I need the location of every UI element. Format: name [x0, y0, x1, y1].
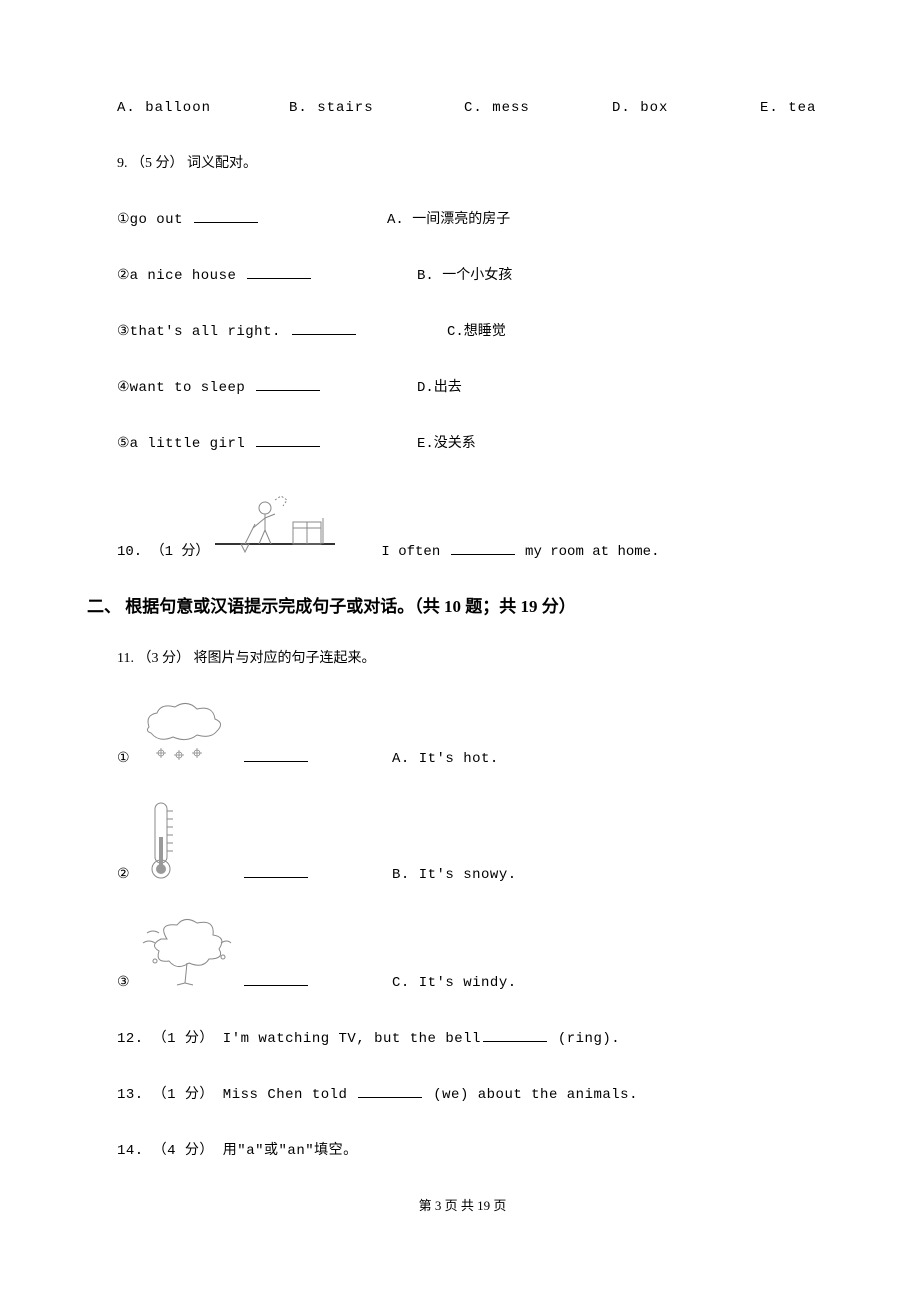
q11-right-1: A. It's hot. [392, 751, 499, 767]
q9-left-5: ⑤a little girl [117, 432, 417, 452]
q13-line: 13. （1 分） Miss Chen told (we) about the … [117, 1083, 840, 1103]
q9-left-text-1: go out [130, 212, 192, 228]
q9-right-1: A. 一间漂亮的房子 [387, 208, 510, 228]
q9-item-4: ④want to sleep D.出去 [117, 376, 840, 396]
q10-row: 10. （1 分） [117, 488, 840, 560]
q12-blank[interactable] [483, 1027, 547, 1042]
option-c: C. mess [464, 100, 612, 116]
option-e: E. tea [760, 100, 816, 116]
q9-num-3: ③ [117, 324, 130, 339]
q11-row-2: ② B. It's snowy. [117, 797, 840, 883]
q12-suffix: (ring). [549, 1031, 620, 1047]
q9-header: 9. （5 分） 词义配对。 [117, 152, 840, 172]
q11-blank-1[interactable] [244, 747, 308, 762]
q11-right-3: C. It's windy. [392, 975, 517, 991]
q10-blank[interactable] [451, 540, 515, 555]
q11-num-1: ① [117, 750, 137, 767]
q9-left-text-3: that's all right. [130, 324, 290, 340]
q11-row-3: ③ C. It's windy. [117, 913, 840, 991]
q9-blank-5[interactable] [256, 432, 320, 447]
option-a: A. balloon [117, 100, 289, 116]
q11-blank-3[interactable] [244, 971, 308, 986]
q9-left-1: ①go out [117, 208, 387, 228]
q9-right-3: C.想睡觉 [447, 320, 506, 340]
q13-blank[interactable] [358, 1083, 422, 1098]
option-b: B. stairs [289, 100, 464, 116]
q9-item-1: ①go out A. 一间漂亮的房子 [117, 208, 840, 228]
q10-sentence-before: I often [381, 544, 440, 560]
q9-left-3: ③that's all right. [117, 320, 447, 340]
page-footer: 第 3 页 共 19 页 [85, 1195, 840, 1214]
q9-num-4: ④ [117, 380, 130, 395]
q9-item-5: ⑤a little girl E.没关系 [117, 432, 840, 452]
q9-left-2: ②a nice house [117, 264, 417, 284]
q9-left-text-2: a nice house [130, 268, 246, 284]
q9-blank-3[interactable] [292, 320, 356, 335]
q9-item-3: ③that's all right. C.想睡觉 [117, 320, 840, 340]
q9-left-text-4: want to sleep [130, 380, 255, 396]
q9-left-4: ④want to sleep [117, 376, 417, 396]
q9-right-5: E.没关系 [417, 432, 476, 452]
q9-item-2: ②a nice house B. 一个小女孩 [117, 264, 840, 284]
q9-right-2: B. 一个小女孩 [417, 264, 512, 284]
q11-header: 11. （3 分） 将图片与对应的句子连起来。 [117, 647, 840, 667]
q9-left-text-5: a little girl [130, 436, 255, 452]
q12-prefix: 12. （1 分） I'm watching TV, but the bell [117, 1031, 481, 1047]
q13-prefix: 13. （1 分） Miss Chen told [117, 1087, 356, 1103]
q11-num-3: ③ [117, 974, 137, 991]
q11-row-1: ① A. It's hot. [117, 697, 840, 767]
q9-blank-1[interactable] [194, 208, 258, 223]
q11-blank-2[interactable] [244, 863, 308, 878]
q9-num-1: ① [117, 212, 130, 227]
q9-num-2: ② [117, 268, 130, 283]
q13-suffix: (we) about the animals. [424, 1087, 638, 1103]
q10-sentence-after: my room at home. [525, 544, 659, 560]
snowy-cloud-icon [137, 697, 242, 767]
q9-blank-2[interactable] [247, 264, 311, 279]
option-d: D. box [612, 100, 760, 116]
q9-blank-4[interactable] [256, 376, 320, 391]
q9-right-4: D.出去 [417, 376, 462, 396]
q14-line: 14. （4 分） 用"a"或"an"填空。 [117, 1139, 840, 1159]
q10-prefix: 10. （1 分） [117, 540, 209, 560]
q11-num-2: ② [117, 866, 137, 883]
q12-line: 12. （1 分） I'm watching TV, but the bell … [117, 1027, 840, 1047]
thermometer-icon [137, 797, 242, 883]
windy-tree-icon [137, 913, 242, 991]
cleaning-room-icon [215, 488, 335, 560]
answer-options-row: A. balloon B. stairs C. mess D. box E. t… [117, 100, 840, 116]
q9-num-5: ⑤ [117, 436, 130, 451]
q11-right-2: B. It's snowy. [392, 867, 517, 883]
section-2-heading: 二、 根据句意或汉语提示完成句子或对话。（共 10 题；共 19 分） [87, 592, 840, 617]
